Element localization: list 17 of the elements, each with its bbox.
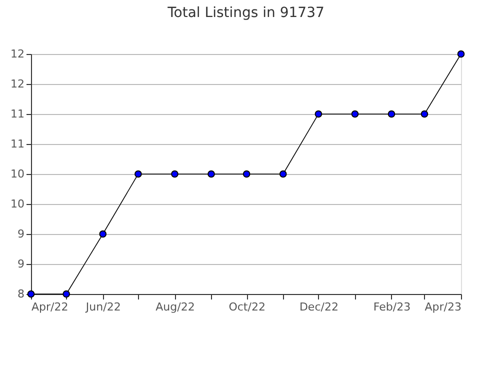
y-tick-label: 11 (10, 138, 24, 150)
x-tick-label: Aug/22 (156, 300, 195, 314)
y-tick-label: 8 (18, 288, 24, 300)
x-tick-label: Dec/22 (299, 300, 338, 314)
x-tick-label: Feb/23 (373, 300, 411, 314)
x-tick-label: Jun/22 (84, 300, 121, 314)
x-tick-label: Oct/22 (228, 300, 266, 314)
x-tick-label: Apr/22 (32, 300, 68, 314)
y-tick-label: 9 (18, 228, 24, 240)
y-tick-label: 12 (10, 48, 24, 60)
chart-title: Total Listings in 91737 (166, 5, 324, 21)
y-tick-label: 12 (10, 78, 24, 90)
y-tick-label: 11 (10, 108, 24, 120)
y-tick-label: 10 (10, 198, 24, 210)
y-tick-label: 10 (10, 168, 24, 180)
y-tick-label: 9 (18, 258, 24, 270)
x-tick-label: Apr/23 (424, 300, 462, 314)
